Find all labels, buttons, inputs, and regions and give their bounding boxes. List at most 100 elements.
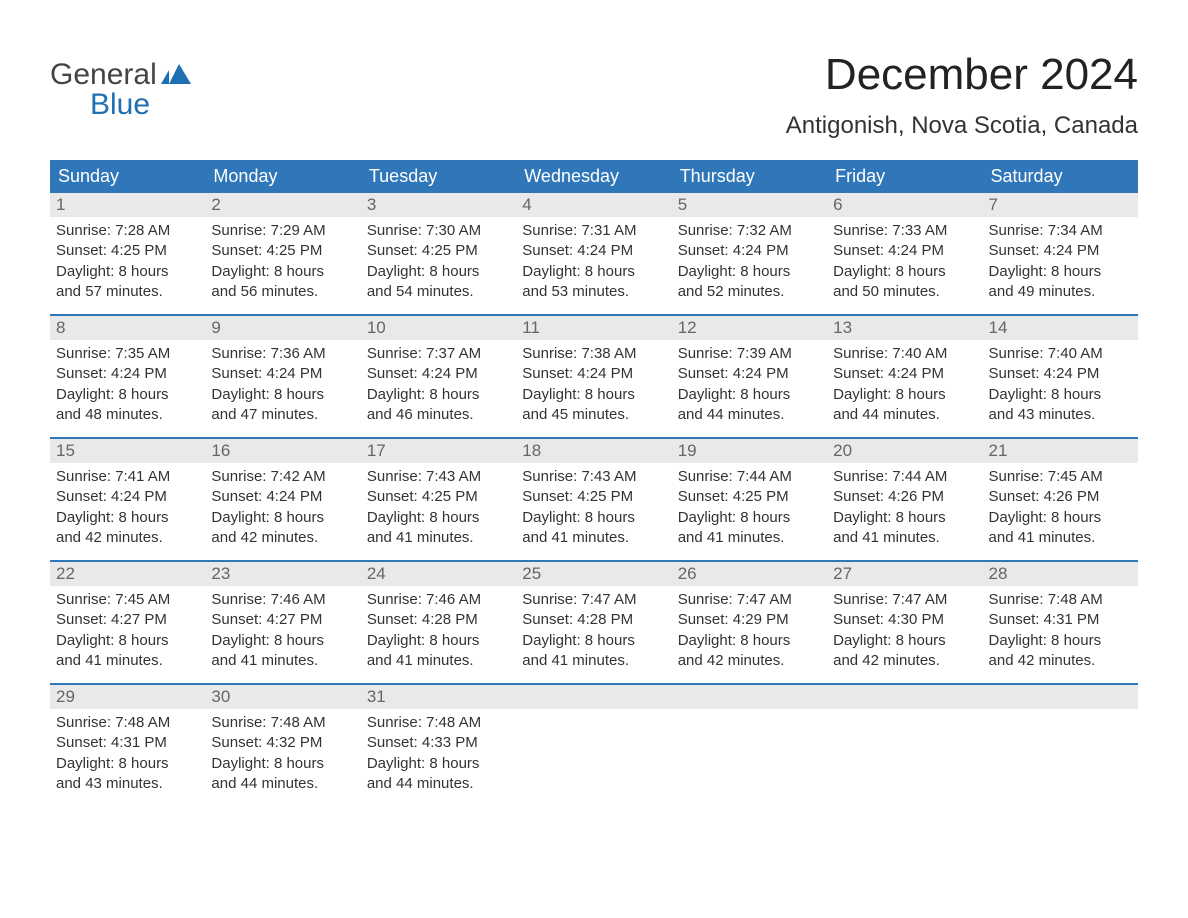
day-number: 11 (516, 316, 671, 340)
daylight-line1: Daylight: 8 hours (833, 508, 976, 528)
day-details: Sunrise: 7:34 AMSunset: 4:24 PMDaylight:… (983, 217, 1138, 314)
day-details: Sunrise: 7:40 AMSunset: 4:24 PMDaylight:… (827, 340, 982, 437)
sunset-text: Sunset: 4:24 PM (989, 241, 1132, 261)
daylight-line1: Daylight: 8 hours (989, 631, 1132, 651)
day-number (516, 685, 671, 709)
month-title: December 2024 (786, 50, 1138, 100)
calendar-day: 23Sunrise: 7:46 AMSunset: 4:27 PMDayligh… (205, 562, 360, 683)
calendar-day: 11Sunrise: 7:38 AMSunset: 4:24 PMDayligh… (516, 316, 671, 437)
daylight-line1: Daylight: 8 hours (56, 262, 199, 282)
sunrise-text: Sunrise: 7:36 AM (211, 344, 354, 364)
day-number: 6 (827, 193, 982, 217)
calendar-day: 4Sunrise: 7:31 AMSunset: 4:24 PMDaylight… (516, 193, 671, 314)
day-number: 1 (50, 193, 205, 217)
sunset-text: Sunset: 4:24 PM (56, 364, 199, 384)
calendar-day: 12Sunrise: 7:39 AMSunset: 4:24 PMDayligh… (672, 316, 827, 437)
sunset-text: Sunset: 4:31 PM (989, 610, 1132, 630)
day-number (827, 685, 982, 709)
calendar-day: 16Sunrise: 7:42 AMSunset: 4:24 PMDayligh… (205, 439, 360, 560)
sunset-text: Sunset: 4:25 PM (367, 241, 510, 261)
daylight-line1: Daylight: 8 hours (211, 754, 354, 774)
sunset-text: Sunset: 4:29 PM (678, 610, 821, 630)
day-number: 18 (516, 439, 671, 463)
sunset-text: Sunset: 4:30 PM (833, 610, 976, 630)
daylight-line2: and 41 minutes. (56, 651, 199, 671)
daylight-line2: and 41 minutes. (678, 528, 821, 548)
sunset-text: Sunset: 4:28 PM (522, 610, 665, 630)
day-number: 21 (983, 439, 1138, 463)
day-number: 2 (205, 193, 360, 217)
daylight-line1: Daylight: 8 hours (678, 262, 821, 282)
sunrise-text: Sunrise: 7:44 AM (833, 467, 976, 487)
sunset-text: Sunset: 4:27 PM (211, 610, 354, 630)
daylight-line2: and 41 minutes. (833, 528, 976, 548)
day-details: Sunrise: 7:39 AMSunset: 4:24 PMDaylight:… (672, 340, 827, 437)
sunset-text: Sunset: 4:33 PM (367, 733, 510, 753)
day-details: Sunrise: 7:38 AMSunset: 4:24 PMDaylight:… (516, 340, 671, 437)
day-number: 24 (361, 562, 516, 586)
day-number: 4 (516, 193, 671, 217)
day-details: Sunrise: 7:42 AMSunset: 4:24 PMDaylight:… (205, 463, 360, 560)
calendar-day: 21Sunrise: 7:45 AMSunset: 4:26 PMDayligh… (983, 439, 1138, 560)
daylight-line2: and 41 minutes. (367, 528, 510, 548)
daylight-line1: Daylight: 8 hours (211, 508, 354, 528)
day-details: Sunrise: 7:37 AMSunset: 4:24 PMDaylight:… (361, 340, 516, 437)
day-number: 25 (516, 562, 671, 586)
day-number: 16 (205, 439, 360, 463)
day-number: 17 (361, 439, 516, 463)
calendar-day: 18Sunrise: 7:43 AMSunset: 4:25 PMDayligh… (516, 439, 671, 560)
sunset-text: Sunset: 4:24 PM (367, 364, 510, 384)
day-details: Sunrise: 7:44 AMSunset: 4:25 PMDaylight:… (672, 463, 827, 560)
daylight-line2: and 41 minutes. (522, 528, 665, 548)
logo-word-blue: Blue (50, 90, 191, 120)
daylight-line1: Daylight: 8 hours (211, 385, 354, 405)
daylight-line2: and 42 minutes. (989, 651, 1132, 671)
daylight-line2: and 53 minutes. (522, 282, 665, 302)
day-details: Sunrise: 7:48 AMSunset: 4:31 PMDaylight:… (983, 586, 1138, 683)
day-details: Sunrise: 7:48 AMSunset: 4:33 PMDaylight:… (361, 709, 516, 806)
daylight-line1: Daylight: 8 hours (56, 508, 199, 528)
sunset-text: Sunset: 4:24 PM (678, 364, 821, 384)
dow-wednesday: Wednesday (516, 160, 671, 193)
day-details: Sunrise: 7:40 AMSunset: 4:24 PMDaylight:… (983, 340, 1138, 437)
dow-sunday: Sunday (50, 160, 205, 193)
daylight-line2: and 42 minutes. (833, 651, 976, 671)
day-number: 28 (983, 562, 1138, 586)
calendar-day (983, 685, 1138, 806)
calendar-day: 26Sunrise: 7:47 AMSunset: 4:29 PMDayligh… (672, 562, 827, 683)
daylight-line1: Daylight: 8 hours (678, 385, 821, 405)
day-details: Sunrise: 7:47 AMSunset: 4:30 PMDaylight:… (827, 586, 982, 683)
daylight-line2: and 57 minutes. (56, 282, 199, 302)
calendar-day: 7Sunrise: 7:34 AMSunset: 4:24 PMDaylight… (983, 193, 1138, 314)
day-number: 22 (50, 562, 205, 586)
calendar-day: 15Sunrise: 7:41 AMSunset: 4:24 PMDayligh… (50, 439, 205, 560)
day-number (672, 685, 827, 709)
daylight-line2: and 47 minutes. (211, 405, 354, 425)
daylight-line1: Daylight: 8 hours (367, 385, 510, 405)
day-number: 8 (50, 316, 205, 340)
daylight-line1: Daylight: 8 hours (522, 508, 665, 528)
day-number: 13 (827, 316, 982, 340)
calendar-day (516, 685, 671, 806)
sunrise-text: Sunrise: 7:40 AM (989, 344, 1132, 364)
day-number: 31 (361, 685, 516, 709)
sunset-text: Sunset: 4:25 PM (522, 487, 665, 507)
daylight-line2: and 46 minutes. (367, 405, 510, 425)
sunrise-text: Sunrise: 7:46 AM (211, 590, 354, 610)
calendar-day: 25Sunrise: 7:47 AMSunset: 4:28 PMDayligh… (516, 562, 671, 683)
day-number: 5 (672, 193, 827, 217)
daylight-line2: and 41 minutes. (211, 651, 354, 671)
dow-saturday: Saturday (983, 160, 1138, 193)
sunrise-text: Sunrise: 7:43 AM (367, 467, 510, 487)
calendar-day: 5Sunrise: 7:32 AMSunset: 4:24 PMDaylight… (672, 193, 827, 314)
week-row: 8Sunrise: 7:35 AMSunset: 4:24 PMDaylight… (50, 314, 1138, 437)
daylight-line1: Daylight: 8 hours (833, 262, 976, 282)
calendar-day: 3Sunrise: 7:30 AMSunset: 4:25 PMDaylight… (361, 193, 516, 314)
sunset-text: Sunset: 4:25 PM (211, 241, 354, 261)
daylight-line2: and 41 minutes. (522, 651, 665, 671)
day-number: 14 (983, 316, 1138, 340)
daylight-line1: Daylight: 8 hours (989, 385, 1132, 405)
title-block: December 2024 Antigonish, Nova Scotia, C… (786, 30, 1138, 140)
day-number: 23 (205, 562, 360, 586)
sunset-text: Sunset: 4:24 PM (522, 241, 665, 261)
